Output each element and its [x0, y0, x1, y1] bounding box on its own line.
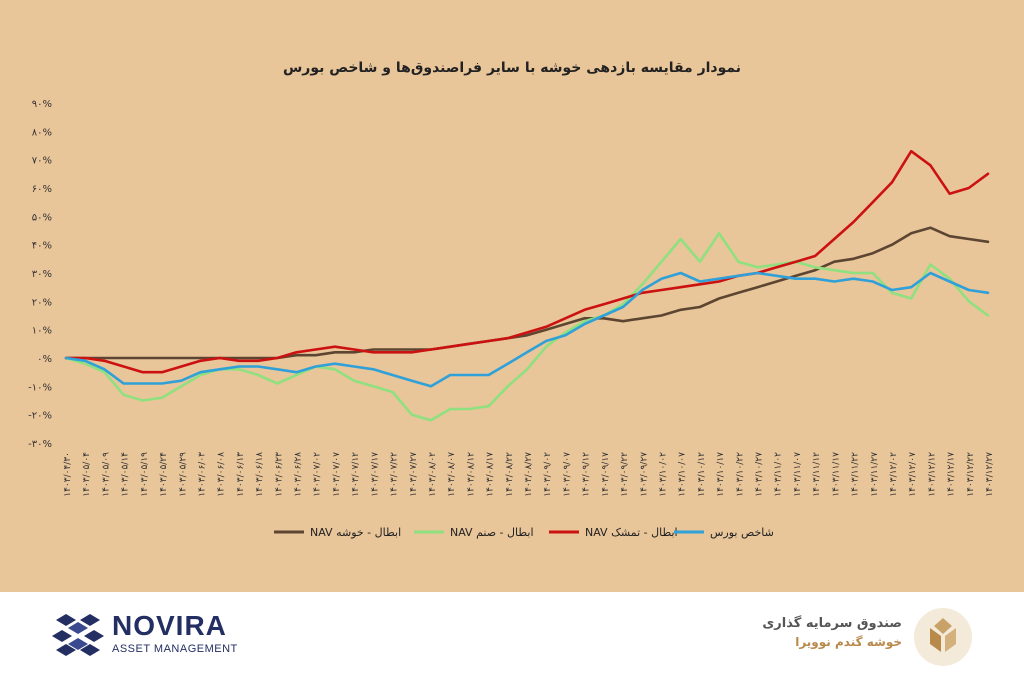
- y-tick-label: ۶۰%: [32, 184, 52, 195]
- x-tick-label: ۱۴۰۳/۰۴/۳۰: [63, 452, 73, 497]
- x-tick-label: ۱۴۰۳/۰۸/۲۲: [505, 452, 515, 497]
- y-tick-label: -۱۰%: [28, 382, 52, 393]
- x-tick-label: ۱۴۰۳/۰۸/۰۲: [428, 452, 438, 497]
- y-axis-ticks: -۳۰% -۲۰% -۱۰% ۰% ۱۰% ۲۰% ۳۰% ۴۰% ۵۰% ۶۰% ۷۰% ۸۰% ۹۰…: [28, 99, 52, 450]
- legend-label: NAV ابطال - تمشک: [585, 526, 678, 539]
- series-line-3: [64, 271, 990, 388]
- x-tick-label: ۱۴۰۳/۱۲/۱۲: [927, 452, 937, 497]
- x-tick-label: ۱۴۰۳/۱۱/۰۷: [793, 452, 803, 497]
- x-tick-label: ۱۴۰۳/۰۶/۲۸: [294, 452, 304, 497]
- x-tick-label: ۱۴۰۳/۰۸/۱۷: [486, 452, 496, 497]
- y-tick-label: ۳۰%: [32, 269, 52, 280]
- x-tick-label: ۱۴۰۳/۱۰/۰۷: [678, 452, 688, 497]
- x-tick-label: ۱۴۰۳/۱۲/۲۷: [985, 452, 995, 497]
- x-tick-label: ۱۴۰۳/۰۵/۲۴: [159, 452, 169, 497]
- x-tick-label: ۱۴۰۳/۰۷/۱۷: [370, 452, 380, 497]
- x-tick-label: ۱۴۰۳/۱۱/۲۷: [870, 452, 880, 497]
- series-lines: [64, 149, 990, 422]
- legend-label: NAV ابطال - خوشه: [310, 526, 401, 539]
- legend-label: NAV ابطال - صنم: [450, 526, 534, 539]
- x-tick-label: ۱۴۰۳/۰۵/۱۹: [140, 452, 150, 497]
- x-tick-label: ۱۴۰۳/۰۸/۱۲: [466, 452, 476, 497]
- x-tick-label: ۱۴۰۳/۱۲/۲۲: [966, 452, 976, 497]
- comparison-chart: نمودار مقایسه بازدهی خوشه با سایر فراصند…: [28, 60, 995, 539]
- wheat-sheaf-icon: [912, 606, 974, 668]
- x-tick-label: ۱۴۰۳/۰۹/۱۷: [601, 452, 611, 497]
- y-tick-label: ۱۰%: [32, 326, 52, 337]
- x-tick-label: ۱۴۰۳/۱۱/۰۲: [774, 452, 784, 497]
- x-tick-label: ۱۴۰۳/۰۵/۰۴: [82, 452, 92, 497]
- x-tick-label: ۱۴۰۳/۱۰/۲۷: [755, 452, 765, 497]
- chart-title: نمودار مقایسه بازدهی خوشه با سایر فراصند…: [283, 60, 741, 76]
- fund-name-line2: خوشه گندم نوویرا: [795, 635, 902, 649]
- x-tick-label: ۱۴۰۳/۰۵/۲۹: [178, 452, 188, 497]
- fund-name-line1: صندوق سرمایه گذاری: [762, 616, 902, 631]
- x-tick-label: ۱۴۰۳/۱۱/۲۲: [851, 452, 861, 497]
- x-tick-label: ۱۴۰۳/۰۹/۱۲: [582, 452, 592, 497]
- x-tick-label: ۱۴۰۳/۰۷/۲۲: [390, 452, 400, 497]
- x-tick-label: ۱۴۰۳/۱۱/۱۲: [812, 452, 822, 497]
- x-tick-label: ۱۴۰۳/۰۹/۰۲: [543, 452, 553, 497]
- x-tick-label: ۱۴۰۳/۱۲/۰۷: [908, 452, 918, 497]
- legend-label: شاخص بورس: [710, 526, 774, 539]
- x-tick-label: ۱۴۰۳/۰۸/۲۷: [524, 452, 534, 497]
- x-tick-label: ۱۴۰۳/۰۷/۰۷: [332, 452, 342, 497]
- y-tick-label: ۲۰%: [32, 297, 52, 308]
- company-name: NOVIRA: [112, 610, 227, 641]
- y-tick-label: -۲۰%: [28, 411, 52, 422]
- novira-cube-icon: [52, 612, 104, 658]
- y-tick-label: -۳۰%: [28, 439, 52, 450]
- x-tick-label: ۱۴۰۳/۱۰/۱۲: [697, 452, 707, 497]
- series-line-0: [64, 226, 990, 360]
- x-tick-label: ۱۴۰۳/۰۷/۱۲: [351, 452, 361, 497]
- y-tick-label: ۵۰%: [32, 212, 52, 223]
- x-tick-label: ۱۴۰۳/۱۲/۱۷: [947, 452, 957, 497]
- x-tick-label: ۱۴۰۳/۰۹/۲۷: [639, 452, 649, 497]
- x-tick-label: ۱۴۰۳/۱۰/۲۲: [735, 452, 745, 497]
- footer: NOVIRA ASSET MANAGEMENT صندوق سرمایه گذا…: [0, 592, 1024, 683]
- y-tick-label: ۷۰%: [32, 156, 52, 167]
- legend: NAV ابطال - خوشه NAV ابطال - صنم NAV ابطال…: [274, 526, 774, 539]
- x-tick-label: ۱۴۰۳/۰۶/۰۸: [217, 452, 227, 497]
- x-tick-label: ۱۴۰۳/۰۶/۱۳: [236, 452, 246, 497]
- x-tick-label: ۱۴۰۳/۰۶/۱۸: [255, 452, 265, 497]
- y-tick-label: ۹۰%: [32, 99, 52, 110]
- x-tick-label: ۱۴۰۳/۰۹/۲۲: [620, 452, 630, 497]
- y-tick-label: ۰%: [37, 354, 52, 365]
- chart-area: نمودار مقایسه بازدهی خوشه با سایر فراصند…: [0, 0, 1024, 592]
- x-tick-label: ۱۴۰۳/۰۶/۰۳: [197, 452, 207, 497]
- x-tick-label: ۱۴۰۳/۱۰/۱۷: [716, 452, 726, 497]
- x-tick-label: ۱۴۰۳/۰۷/۰۲: [313, 452, 323, 497]
- x-tick-label: ۱۴۰۳/۰۷/۲۷: [409, 452, 419, 497]
- y-tick-label: ۸۰%: [32, 127, 52, 138]
- x-axis-ticks: ۱۴۰۳/۰۴/۳۰ ۱۴۰۳/۰۵/۰۴ ۱۴۰۳/۰۵/۰۹ ۱۴۰۳/۰۵/۱۴…: [63, 452, 995, 497]
- fund-branding: صندوق سرمایه گذاری خوشه گندم نوویرا: [762, 616, 902, 649]
- x-tick-label: ۱۴۰۳/۰۸/۰۷: [447, 452, 457, 497]
- series-line-2: [64, 149, 990, 374]
- series-line-1: [64, 232, 990, 422]
- x-tick-label: ۱۴۰۳/۱۲/۰۲: [889, 452, 899, 497]
- x-tick-label: ۱۴۰۳/۰۹/۰۷: [562, 452, 572, 497]
- company-subtitle: ASSET MANAGEMENT: [112, 643, 238, 655]
- x-tick-label: ۱۴۰۳/۱۱/۱۷: [831, 452, 841, 497]
- x-tick-label: ۱۴۰۳/۱۰/۰۲: [658, 452, 668, 497]
- company-branding: NOVIRA ASSET MANAGEMENT: [112, 610, 238, 656]
- x-tick-label: ۱۴۰۳/۰۶/۲۳: [274, 452, 284, 497]
- x-tick-label: ۱۴۰۳/۰۵/۰۹: [101, 452, 111, 497]
- x-tick-label: ۱۴۰۳/۰۵/۱۴: [121, 452, 131, 497]
- y-tick-label: ۴۰%: [32, 241, 52, 252]
